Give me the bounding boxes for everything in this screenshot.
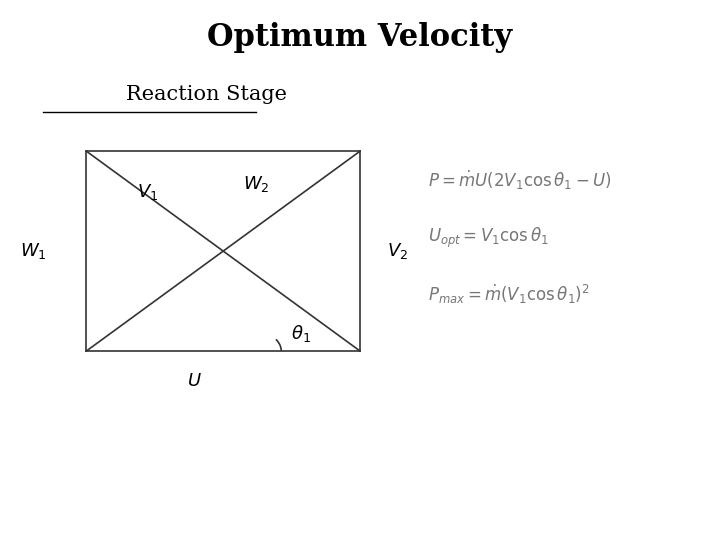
Text: $V_1$: $V_1$ [137,181,158,202]
Text: $W_1$: $W_1$ [20,241,47,261]
Text: $P = \dot{m}U(2V_1\cos\theta_1 - U)$: $P = \dot{m}U(2V_1\cos\theta_1 - U)$ [428,170,612,192]
Text: $P_{max} = \dot{m}(V_1\cos\theta_1)^2$: $P_{max} = \dot{m}(V_1\cos\theta_1)^2$ [428,283,590,306]
Text: $V_2$: $V_2$ [387,241,408,261]
Text: $U_{opt} = V_1\cos\theta_1$: $U_{opt} = V_1\cos\theta_1$ [428,226,549,249]
Text: Reaction Stage: Reaction Stage [126,85,287,104]
Text: Optimum Velocity: Optimum Velocity [207,22,513,53]
Text: $U$: $U$ [187,372,202,390]
Text: $\theta_1$: $\theta_1$ [291,323,310,344]
Text: $W_2$: $W_2$ [243,173,269,194]
